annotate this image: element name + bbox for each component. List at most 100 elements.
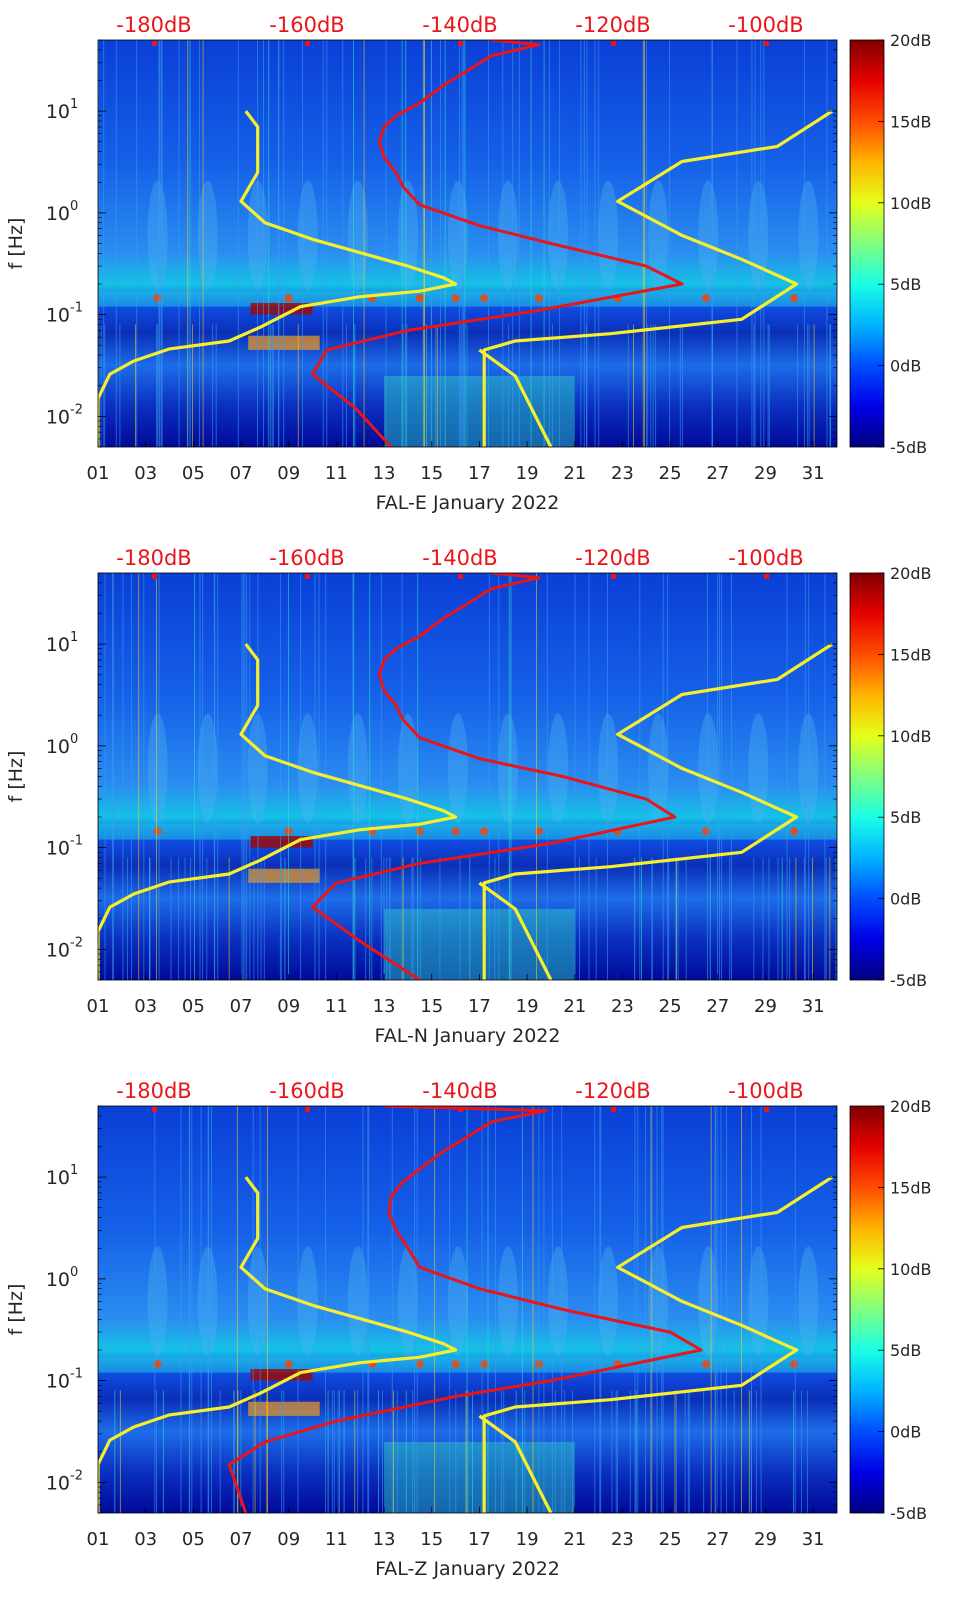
transient-stripe [158,40,160,447]
transient-stripe [416,1106,418,1513]
transient-stripe [249,573,251,980]
diurnal-plume [598,180,619,291]
transient-stripe [559,40,561,447]
diurnal-plume [397,713,418,824]
transient-stripe [627,324,629,447]
x-tick-label: 15 [420,1529,443,1550]
transient-stripe [380,573,382,980]
low-frequency-patch [384,1441,575,1513]
transient-stripe [281,1390,283,1513]
transient-stripe [268,40,270,447]
x-tick-label: 09 [277,1529,300,1550]
transient-stripe [257,40,258,447]
transient-stripe [647,324,649,447]
noise-model-curve [478,881,553,980]
colorbar-tick-label: 5dB [890,808,921,827]
panel-svg: 01 03 05 07 09 11 13 15 17 19 21 23 25 27 29 3110-210-1… [5,13,932,514]
transient-stripe [431,40,433,447]
transient-stripe [754,40,756,447]
y-tick-exponent: 0 [70,199,78,214]
diurnal-plume [798,180,819,291]
transient-stripe [633,324,634,447]
transient-stripe [760,1106,762,1513]
transient-stripe [762,857,764,980]
colorbar [849,572,885,981]
colorbar-tick-label: -5dB [890,438,927,457]
transient-stripe [508,324,510,447]
top-axis-label: -180dB [116,1079,191,1103]
top-axis-marker [764,574,769,579]
top-axis-label: -100dB [728,546,803,570]
transient-stripe [393,1390,394,1513]
transient-stripe [583,40,585,447]
spectrogram-panel-vertical: 01 03 05 07 09 11 13 15 17 19 21 23 25 27 29 31 10 -2 10 -1… [0,1066,962,1596]
transient-stripe [595,857,597,980]
x-tick-label: 01 [87,996,110,1017]
transient-stripe [382,1390,383,1513]
transient-stripe [259,1106,261,1513]
top-axis-marker [152,41,157,46]
transient-stripe [354,857,356,980]
transient-stripe [717,573,718,980]
transient-stripe [252,1106,254,1513]
transient-stripe [244,573,246,980]
transient-stripe [119,1390,121,1513]
transient-stripe [412,1390,414,1513]
transient-stripe [768,857,770,980]
transient-stripe [579,857,580,980]
transient-stripe [551,324,553,447]
transient-stripe [246,573,248,980]
x-tick-label: 01 [87,463,110,484]
x-tick-label: 25 [659,996,682,1017]
top-axis-marker [764,41,769,46]
x-tick-label: 17 [468,1529,491,1550]
transient-stripe [254,1390,256,1513]
colorbar-tick-label: 20dB [890,31,932,50]
transient-stripe [219,1390,221,1513]
microseism-peak [153,827,162,836]
transient-stripe [460,324,462,447]
x-tick-label: 05 [182,996,205,1017]
transient-stripe [354,1390,356,1513]
x-tick-label: 03 [134,463,157,484]
transient-stripe [199,40,200,447]
microseism-peak [701,294,710,303]
transient-stripe [808,573,810,980]
transient-stripe [711,40,713,447]
transient-stripe [502,40,504,447]
x-tick-label: 07 [230,996,253,1017]
x-tick-label: 13 [373,463,396,484]
microseism-peak [415,294,424,303]
transient-stripe [650,1106,652,1513]
transient-stripe [280,857,282,980]
panel-svg: 01 03 05 07 09 11 13 15 17 19 21 23 25 27 29 3110-210-1… [5,1079,932,1580]
transient-stripe [652,324,654,447]
transient-stripe [668,857,670,980]
diurnal-plume [698,180,719,291]
x-tick-label: 03 [134,996,157,1017]
diurnal-plume [397,180,418,291]
transient-stripe [801,1390,802,1513]
transient-stripe [629,1390,631,1513]
transient-stripe [463,40,465,447]
x-axis-label: FAL-E January 2022 [376,492,560,514]
transient-stripe [156,573,157,980]
y-tick-label: 10 [46,634,70,656]
transient-stripe [768,324,770,447]
transient-stripe [160,40,162,447]
transient-stripe [644,40,645,447]
x-tick-label: 01 [87,1529,110,1550]
transient-stripe [391,1106,393,1513]
y-tick-exponent: -1 [70,834,83,849]
psd-curve [311,573,677,980]
transient-stripe [213,573,215,980]
transient-stripe [422,40,424,447]
transient-stripe [383,857,385,980]
transient-stripe [494,857,496,980]
transient-stripe [194,573,195,980]
top-axis-marker [305,41,310,46]
psd-curve [227,1106,703,1513]
transient-stripe [767,324,769,447]
x-tick-label: 13 [373,996,396,1017]
top-axis-label: -180dB [116,13,191,37]
